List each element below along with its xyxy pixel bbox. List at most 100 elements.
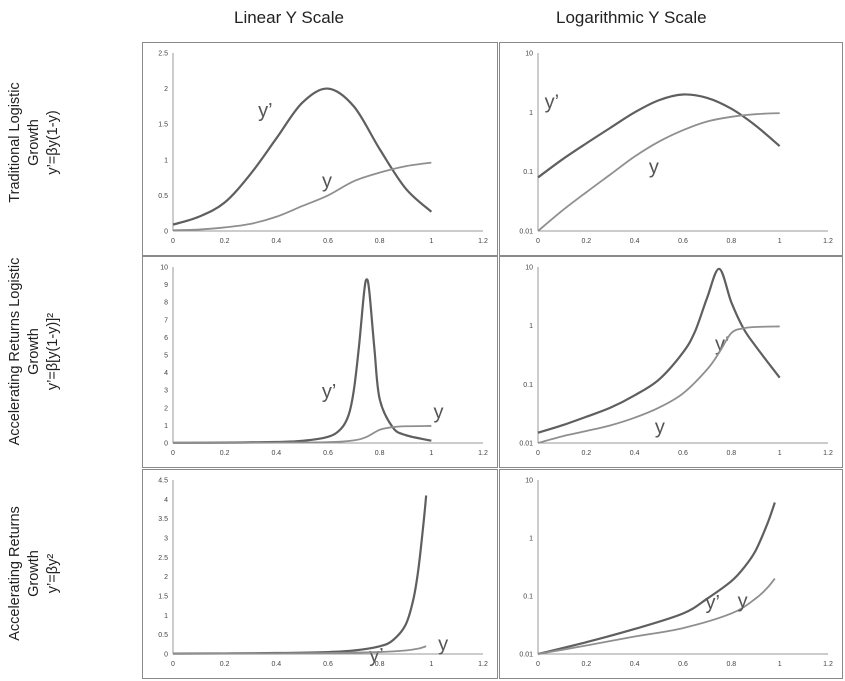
- y-tick-label: 0: [164, 652, 168, 659]
- x-tick-label: 0.4: [271, 450, 281, 457]
- y-tick-label: 0.01: [519, 441, 533, 448]
- y-tick-label: 1: [529, 323, 533, 330]
- curve-label-y: y: [738, 591, 748, 613]
- y-tick-label: 4: [164, 497, 168, 504]
- curve-label-y-prime: y’: [715, 333, 729, 355]
- row-label-line: y’=βy²: [45, 553, 61, 594]
- chart-panel-accelerating-logistic-log: 0 0.2 0.4 0.6 0.8 1 1.2 0.01 0.1 1 10 y’ y: [499, 256, 843, 468]
- x-tick-label: 0: [171, 661, 175, 668]
- series-line-y-prime: [172, 495, 428, 655]
- x-tick-label: 0.6: [678, 450, 688, 457]
- curve-label-y-prime: y’: [545, 91, 559, 113]
- y-tick-label: 5: [164, 353, 168, 360]
- x-tick-label: 1: [429, 238, 433, 245]
- y-tick-label: 0.01: [519, 652, 533, 659]
- y-tick-label: 9: [164, 282, 168, 289]
- x-tick-label: 1.2: [823, 661, 833, 668]
- chart-svg: 0 0.2 0.4 0.6 0.8 1 1.2 0 0.5 1 1.5 2 2.5 3 3.5 4 4.5 y’ y: [158, 478, 488, 669]
- y-tick-label: 8: [164, 300, 168, 307]
- y-tick-label: 1: [529, 536, 533, 543]
- y-tick-label: 10: [525, 51, 533, 58]
- x-tick-label: 0.2: [581, 450, 591, 457]
- chart-svg: 0 0.2 0.4 0.6 0.8 1 1.2 0 1 2 3 4 5 6 7 8 9 10 y’ y: [160, 265, 488, 458]
- curve-label-y-prime: y’: [706, 592, 720, 614]
- y-tick-label: 1: [529, 110, 533, 117]
- column-title-linear: Linear Y Scale: [234, 8, 344, 27]
- row-label-line: Accelerating Returns: [7, 506, 23, 641]
- x-tick-label: 0.4: [630, 450, 640, 457]
- x-tick-label: 0.8: [375, 661, 385, 668]
- row-label-line: Growth: [26, 550, 42, 597]
- y-tick-label: 1.5: [158, 594, 168, 601]
- chart-svg: 0 0.2 0.4 0.6 0.8 1 1.2 0.01 0.1 1 10 y’ y: [519, 265, 833, 458]
- x-tick-label: 1.2: [478, 238, 488, 245]
- series-line-y: [172, 645, 427, 655]
- chart-panel-accelerating-returns-log: 0 0.2 0.4 0.6 0.8 1 1.2 0.01 0.1 1 10 y’ y: [499, 469, 843, 679]
- row-label-line: Growth: [26, 119, 42, 166]
- series-line-y-prime: [172, 278, 432, 444]
- y-tick-label: 4.5: [158, 478, 168, 485]
- y-tick-label: 1: [164, 423, 168, 430]
- series-line-y-prime: [172, 87, 433, 226]
- y-tick-label: 2.5: [158, 51, 168, 58]
- y-tick-label: 6: [164, 335, 168, 342]
- x-tick-label: 0: [171, 238, 175, 245]
- curve-label-y-prime: y’: [258, 100, 272, 122]
- x-tick-label: 0: [536, 661, 540, 668]
- x-tick-label: 0.8: [726, 450, 736, 457]
- row-label-line: Traditional Logistic: [7, 82, 23, 203]
- curve-label-y: y: [322, 170, 332, 192]
- x-tick-label: 0.6: [323, 661, 333, 668]
- y-tick-label: 10: [160, 265, 168, 272]
- x-tick-label: 0.4: [630, 661, 640, 668]
- y-tick-label: 1: [164, 613, 168, 620]
- x-tick-label: 0.6: [323, 238, 333, 245]
- x-tick-label: 0.8: [375, 238, 385, 245]
- x-tick-label: 0.6: [323, 450, 333, 457]
- y-tick-label: 3: [164, 388, 168, 395]
- curve-label-y: y: [655, 417, 665, 439]
- curve-label-y-prime: y’: [322, 381, 336, 403]
- row-label-line: y’=β[y(1-y)]²: [45, 312, 61, 391]
- y-tick-label: 0: [164, 229, 168, 236]
- x-tick-label: 0.2: [220, 238, 230, 245]
- y-tick-label: 0.1: [523, 594, 533, 601]
- y-tick-label: 2: [164, 574, 168, 581]
- y-tick-label: 3: [164, 536, 168, 543]
- row-label-line: y’=βy(1-y): [45, 110, 61, 175]
- x-tick-label: 1.2: [823, 238, 833, 245]
- y-tick-label: 1.5: [158, 122, 168, 129]
- row-label-traditional-logistic: Traditional Logistic Growth y’=βy(1-y): [6, 35, 63, 250]
- x-tick-label: 1: [429, 661, 433, 668]
- series-line-y: [172, 425, 432, 444]
- y-tick-label: 0.5: [158, 632, 168, 639]
- y-tick-label: 4: [164, 370, 168, 377]
- x-tick-label: 0.4: [271, 661, 281, 668]
- y-tick-label: 10: [525, 265, 533, 272]
- y-tick-label: 2: [164, 405, 168, 412]
- series-line-y-prime: [537, 502, 776, 656]
- x-tick-label: 0.8: [375, 450, 385, 457]
- x-tick-label: 0.4: [630, 238, 640, 245]
- x-tick-label: 0: [536, 450, 540, 457]
- x-tick-label: 0.2: [581, 661, 591, 668]
- y-tick-label: 0.1: [523, 382, 533, 389]
- x-tick-label: 0.2: [220, 661, 230, 668]
- x-tick-label: 0.8: [726, 238, 736, 245]
- y-tick-label: 3.5: [158, 516, 168, 523]
- x-tick-label: 1.2: [823, 450, 833, 457]
- chart-svg: 0 0.2 0.4 0.6 0.8 1 1.2 0.01 0.1 1 10 y’ y: [519, 478, 833, 669]
- y-tick-label: 0: [164, 441, 168, 448]
- x-tick-label: 0.6: [678, 238, 688, 245]
- x-tick-label: 1: [429, 450, 433, 457]
- x-tick-label: 1.2: [478, 450, 488, 457]
- x-tick-label: 1: [778, 450, 782, 457]
- x-tick-label: 0.2: [220, 450, 230, 457]
- x-tick-label: 1: [778, 238, 782, 245]
- x-tick-label: 1.2: [478, 661, 488, 668]
- curve-label-y: y: [438, 633, 448, 655]
- x-tick-label: 1: [778, 661, 782, 668]
- y-tick-label: 1: [164, 157, 168, 164]
- y-tick-label: 10: [525, 478, 533, 485]
- x-tick-label: 0.8: [726, 661, 736, 668]
